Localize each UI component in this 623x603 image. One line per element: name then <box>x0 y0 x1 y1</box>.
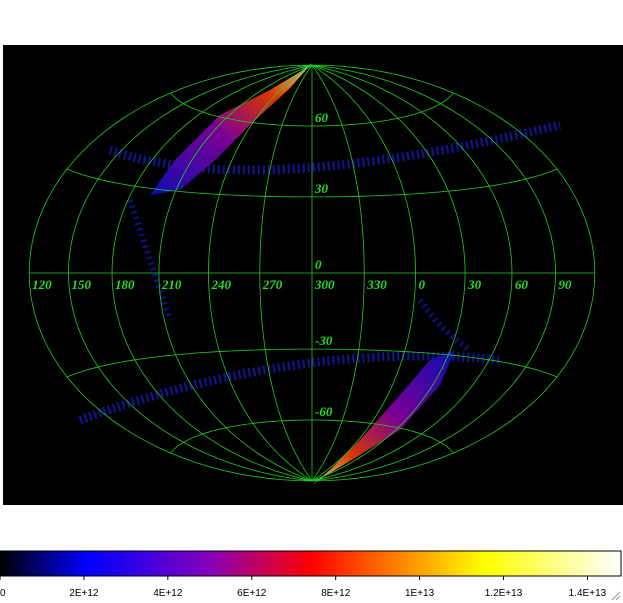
longitude-label: 270 <box>262 277 283 292</box>
resize-grip <box>611 591 621 601</box>
latitude-label: -30 <box>315 333 333 348</box>
graticule: 120 150 180 210 240 270 300 330 0 30 60 9060300-30-… <box>28 64 596 482</box>
colorbar-tick-label: 0 <box>0 588 6 599</box>
colorbar-tick-label: 4E+12 <box>153 588 183 599</box>
longitude-label: 30 <box>467 277 482 292</box>
parallel <box>170 92 454 127</box>
colorbar-tick-label: 6E+12 <box>237 588 267 599</box>
longitude-label: 0 <box>419 277 426 292</box>
latitude-label: 30 <box>314 181 329 196</box>
latitude-label: 0 <box>315 257 322 272</box>
longitude-label: 150 <box>71 277 91 292</box>
longitude-label: 240 <box>210 277 231 292</box>
parallel <box>66 168 558 198</box>
longitude-label: 90 <box>559 277 573 292</box>
colorbar <box>0 550 622 577</box>
longitude-label: 210 <box>161 277 182 292</box>
parallel <box>66 348 558 378</box>
hot-band <box>312 350 455 485</box>
scatter <box>127 199 472 353</box>
longitude-label: 120 <box>32 277 52 292</box>
colorbar-tick-label: 1.2E+13 <box>485 588 523 599</box>
colorbar-tick-label: 1.4E+13 <box>569 588 607 599</box>
colorbar-tick-label: 1E+13 <box>405 588 435 599</box>
map-background <box>3 45 623 505</box>
longitude-label: 300 <box>314 277 335 292</box>
longitude-label: 180 <box>115 277 135 292</box>
longitude-label: 60 <box>515 277 529 292</box>
latitude-label: -60 <box>315 404 333 419</box>
colorbar-tick-label: 2E+12 <box>69 588 99 599</box>
colorbar-tick-label: 8E+12 <box>321 588 351 599</box>
longitude-label: 330 <box>366 277 387 292</box>
parallel <box>170 419 454 454</box>
latitude-label: 60 <box>315 110 329 125</box>
